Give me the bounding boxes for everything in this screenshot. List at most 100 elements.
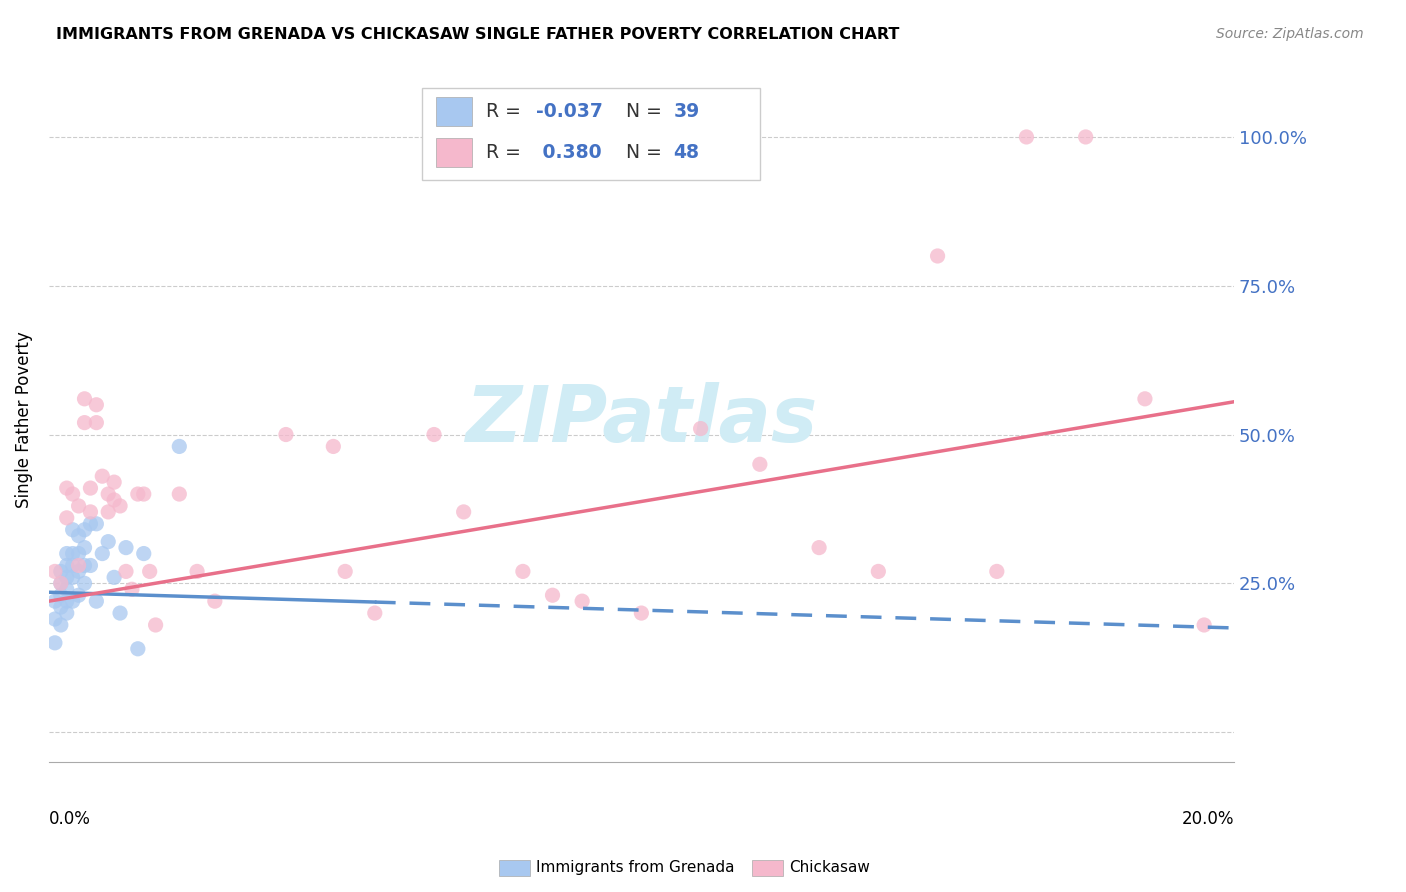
- Text: ZIPatlas: ZIPatlas: [465, 382, 817, 458]
- Point: [115, 541, 138, 555]
- Point: [67, 558, 90, 573]
- Point: [97, 487, 120, 501]
- Point: [186, 565, 208, 579]
- Point: [67, 588, 90, 602]
- Text: IMMIGRANTS FROM GRENADA VS CHICKASAW SINGLE FATHER POVERTY CORRELATION CHART: IMMIGRANTS FROM GRENADA VS CHICKASAW SIN…: [56, 27, 900, 42]
- Point: [541, 588, 564, 602]
- Point: [55, 481, 77, 495]
- Point: [322, 439, 344, 453]
- Point: [103, 493, 125, 508]
- Point: [49, 576, 72, 591]
- Text: -0.037: -0.037: [536, 103, 603, 121]
- Point: [97, 534, 120, 549]
- Point: [689, 421, 711, 435]
- Text: 48: 48: [673, 144, 699, 162]
- Point: [79, 558, 101, 573]
- Point: [1074, 130, 1097, 145]
- Text: Immigrants from Grenada: Immigrants from Grenada: [536, 861, 734, 875]
- Point: [62, 547, 84, 561]
- Point: [108, 499, 131, 513]
- Point: [67, 529, 90, 543]
- Point: [169, 487, 191, 501]
- Text: N =: N =: [626, 103, 668, 121]
- Point: [103, 475, 125, 490]
- Y-axis label: Single Father Poverty: Single Father Poverty: [15, 331, 32, 508]
- Point: [1015, 130, 1038, 145]
- Point: [121, 582, 143, 597]
- Point: [44, 612, 66, 626]
- Point: [86, 398, 108, 412]
- Point: [49, 576, 72, 591]
- Point: [86, 516, 108, 531]
- Point: [86, 594, 108, 608]
- Point: [73, 576, 96, 591]
- Point: [67, 565, 90, 579]
- Point: [335, 565, 357, 579]
- Point: [49, 600, 72, 615]
- Point: [44, 594, 66, 608]
- Point: [1192, 618, 1215, 632]
- Point: [44, 636, 66, 650]
- Point: [73, 541, 96, 555]
- Point: [127, 641, 149, 656]
- Point: [145, 618, 167, 632]
- Point: [571, 594, 593, 608]
- Point: [73, 392, 96, 406]
- Text: Chickasaw: Chickasaw: [789, 861, 870, 875]
- Point: [55, 582, 77, 597]
- Text: 39: 39: [673, 103, 700, 121]
- Text: R =: R =: [486, 144, 527, 162]
- Point: [127, 487, 149, 501]
- Text: 0.0%: 0.0%: [49, 810, 91, 828]
- FancyBboxPatch shape: [436, 138, 472, 167]
- Point: [55, 558, 77, 573]
- Point: [868, 565, 890, 579]
- Point: [132, 487, 155, 501]
- Point: [67, 499, 90, 513]
- Point: [73, 416, 96, 430]
- Text: 0.380: 0.380: [536, 144, 602, 162]
- Point: [73, 558, 96, 573]
- Text: R =: R =: [486, 103, 527, 121]
- Point: [49, 565, 72, 579]
- Point: [62, 523, 84, 537]
- Text: Source: ZipAtlas.com: Source: ZipAtlas.com: [1216, 27, 1364, 41]
- Point: [204, 594, 226, 608]
- Point: [97, 505, 120, 519]
- Point: [808, 541, 831, 555]
- FancyBboxPatch shape: [422, 87, 759, 180]
- Point: [453, 505, 475, 519]
- Point: [927, 249, 949, 263]
- Text: N =: N =: [626, 144, 668, 162]
- Point: [49, 588, 72, 602]
- Point: [67, 547, 90, 561]
- Point: [132, 547, 155, 561]
- Point: [55, 594, 77, 608]
- Point: [79, 505, 101, 519]
- Point: [55, 511, 77, 525]
- Point: [44, 565, 66, 579]
- FancyBboxPatch shape: [436, 97, 472, 126]
- Point: [274, 427, 297, 442]
- Point: [55, 547, 77, 561]
- Point: [423, 427, 446, 442]
- Point: [986, 565, 1008, 579]
- Point: [79, 516, 101, 531]
- Point: [512, 565, 534, 579]
- Point: [115, 565, 138, 579]
- Point: [62, 558, 84, 573]
- Point: [79, 481, 101, 495]
- Point: [364, 606, 387, 620]
- Point: [49, 618, 72, 632]
- Point: [630, 606, 652, 620]
- Point: [91, 469, 114, 483]
- Point: [748, 458, 770, 472]
- Point: [62, 570, 84, 584]
- Point: [55, 570, 77, 584]
- Text: 20.0%: 20.0%: [1181, 810, 1234, 828]
- Point: [138, 565, 160, 579]
- Point: [169, 439, 191, 453]
- Point: [108, 606, 131, 620]
- Point: [55, 606, 77, 620]
- Point: [73, 523, 96, 537]
